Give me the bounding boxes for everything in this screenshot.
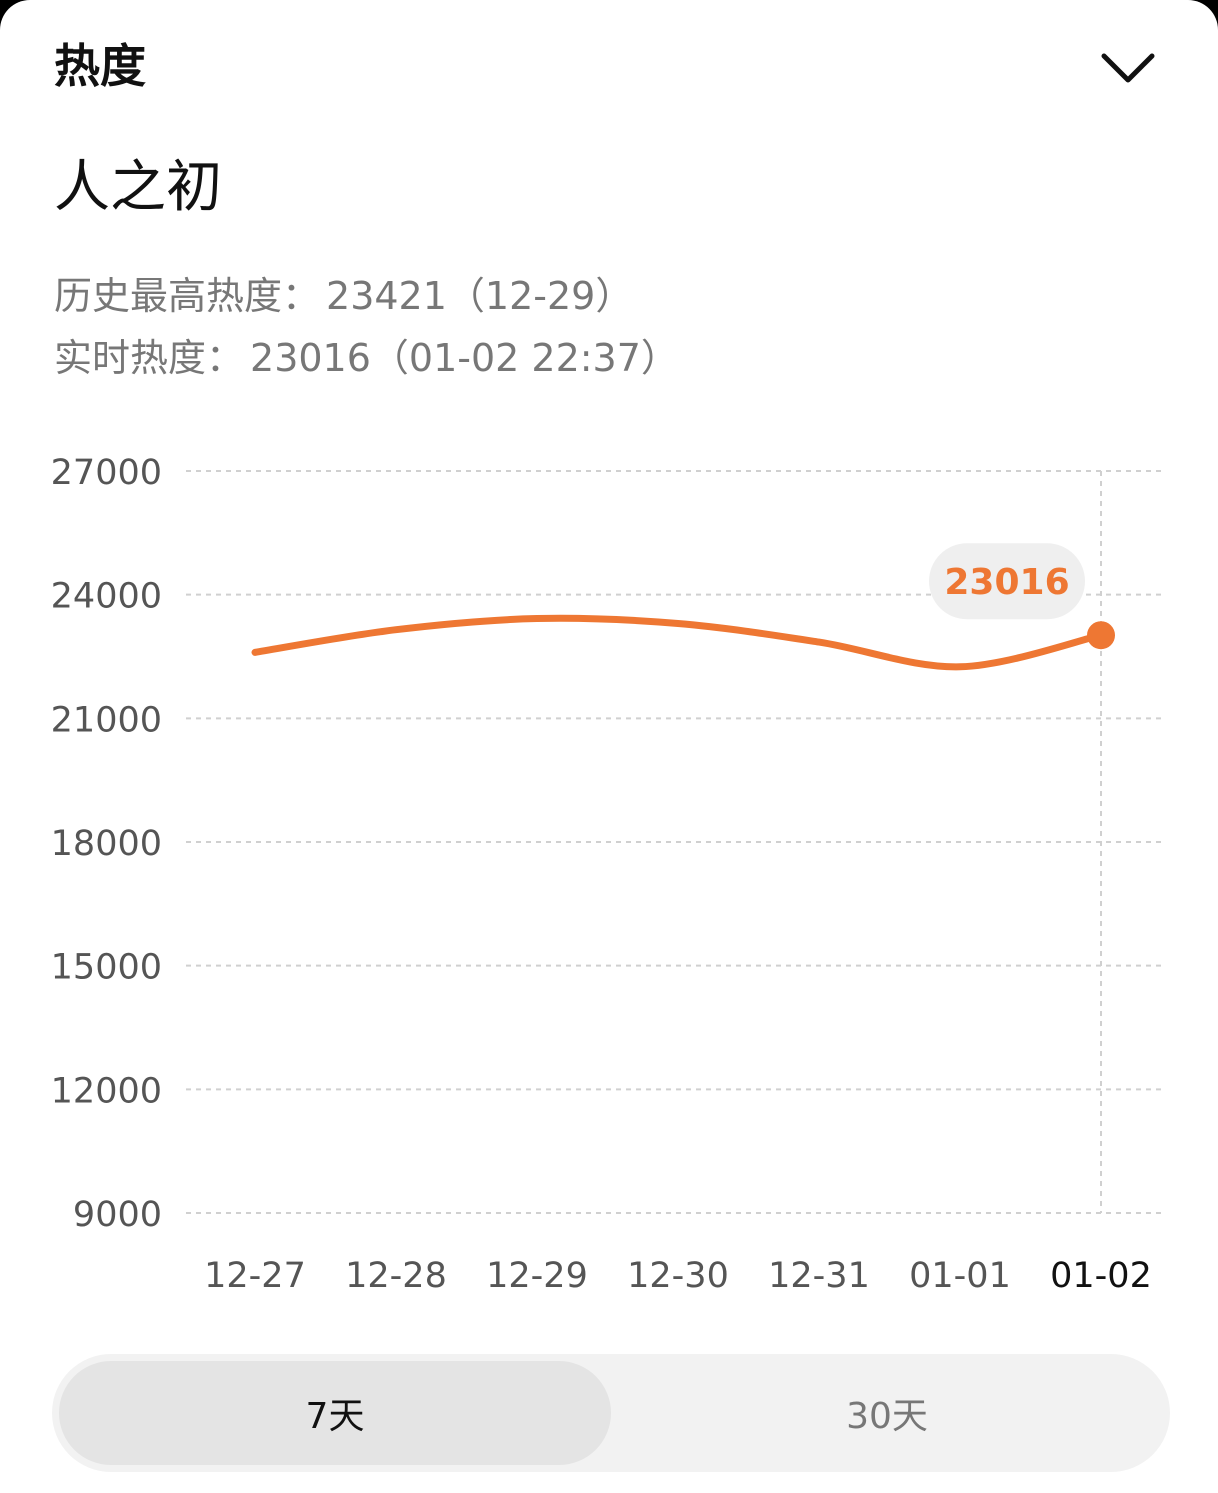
x-tick-label: 01-01 bbox=[909, 1256, 1011, 1296]
tab-30-days[interactable]: 30天 bbox=[846, 1396, 928, 1437]
x-tick-label: 12-28 bbox=[345, 1256, 447, 1296]
tooltip-bubble bbox=[929, 543, 1085, 620]
range-selector: 7天 30天 bbox=[52, 1354, 1170, 1472]
grid-lines bbox=[186, 470, 1165, 1214]
x-tick-label: 12-30 bbox=[627, 1256, 729, 1296]
collapse-button[interactable] bbox=[1092, 36, 1164, 100]
history-max-value: 23421（12-29） bbox=[326, 274, 634, 318]
series-layer bbox=[251, 614, 1115, 671]
x-axis-ticks: 12-27 12-28 12-29 12-30 12-31 01-01 01-02 bbox=[204, 1256, 1152, 1296]
chevron-down-icon bbox=[1101, 53, 1155, 83]
tooltip-layer: 23016 bbox=[929, 543, 1085, 620]
history-max-heat: 历史最高热度： 23421（12-29） bbox=[54, 270, 633, 322]
y-tick-label: 27000 bbox=[51, 453, 162, 493]
history-max-label: 历史最高热度： bbox=[54, 274, 321, 318]
realtime-value: 23016（01-02 22:37） bbox=[250, 336, 679, 380]
y-tick-label: 24000 bbox=[51, 577, 162, 617]
x-tick-label: 12-27 bbox=[204, 1256, 306, 1296]
realtime-label: 实时热度： bbox=[54, 336, 245, 380]
heat-line-chart[interactable]: 27000 24000 21000 18000 15000 12000 9000 12-27… bbox=[0, 430, 1218, 1330]
y-tick-label: 12000 bbox=[51, 1071, 162, 1111]
y-tick-label: 15000 bbox=[51, 948, 162, 988]
realtime-heat: 实时热度： 23016（01-02 22:37） bbox=[54, 332, 679, 384]
y-axis-ticks: 27000 24000 21000 18000 15000 12000 9000 bbox=[51, 453, 162, 1235]
series-line bbox=[251, 614, 1105, 671]
x-tick-label: 01-02 bbox=[1050, 1256, 1152, 1296]
x-tick-label: 12-31 bbox=[768, 1256, 870, 1296]
topic-title: 人之初 bbox=[54, 155, 222, 220]
tooltip-value: 23016 bbox=[944, 562, 1069, 603]
y-tick-label: 18000 bbox=[51, 824, 162, 864]
x-tick-label: 12-29 bbox=[486, 1256, 588, 1296]
highlight-point[interactable] bbox=[1087, 621, 1115, 650]
tab-7-days[interactable]: 7天 bbox=[59, 1361, 611, 1465]
y-tick-label: 21000 bbox=[51, 700, 162, 740]
y-tick-label: 9000 bbox=[73, 1195, 162, 1235]
panel-title: 热度 bbox=[54, 39, 146, 93]
